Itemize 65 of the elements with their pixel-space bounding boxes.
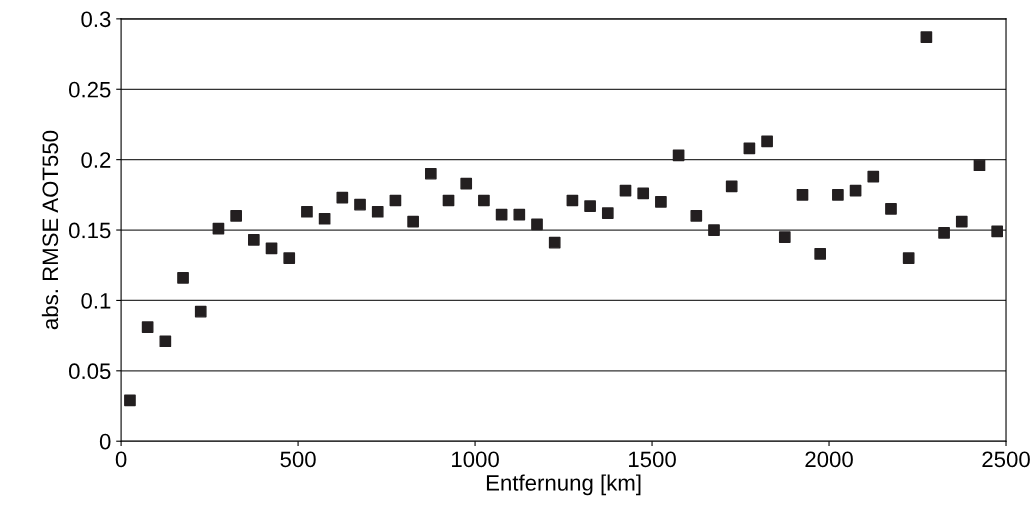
point <box>601 207 614 219</box>
point <box>283 252 296 265</box>
x-tick-label: 500 <box>280 451 316 468</box>
point <box>478 194 490 207</box>
point <box>548 236 561 249</box>
x-tick-label: 1000 <box>452 451 499 468</box>
point <box>708 224 720 236</box>
point <box>265 242 278 255</box>
point <box>655 196 667 208</box>
point <box>973 159 986 172</box>
point <box>301 205 313 218</box>
point <box>796 188 809 201</box>
point <box>637 187 650 200</box>
point <box>371 205 384 218</box>
point <box>212 222 225 235</box>
point <box>336 191 349 204</box>
point <box>566 194 579 207</box>
point <box>761 135 773 148</box>
point <box>407 215 419 228</box>
x-tick-label: 2500 <box>982 451 1030 468</box>
point <box>938 227 950 239</box>
y-tick-label: 0.25 <box>68 81 111 98</box>
point <box>725 180 738 193</box>
point <box>141 321 154 334</box>
point <box>247 234 260 246</box>
x-tick-label: 0 <box>115 451 127 468</box>
point <box>513 208 526 221</box>
point <box>867 170 880 183</box>
point <box>690 210 703 222</box>
point <box>495 208 508 221</box>
point <box>194 305 207 318</box>
point <box>885 203 897 215</box>
point <box>177 272 189 284</box>
point <box>230 210 242 222</box>
x-tick-label: 2000 <box>805 451 853 468</box>
point <box>778 231 791 243</box>
point <box>955 215 968 228</box>
point <box>849 184 862 197</box>
point <box>902 252 915 265</box>
y-axis-title: abs. RMSE AOT550 <box>41 130 59 330</box>
y-tick-label: 0 <box>99 433 111 450</box>
point <box>389 194 402 207</box>
point <box>460 177 473 190</box>
point <box>442 194 455 207</box>
y-tick-label: 0.05 <box>68 363 111 380</box>
point <box>672 149 685 162</box>
point <box>124 394 136 407</box>
point <box>318 212 331 225</box>
point <box>424 167 437 180</box>
point <box>832 188 844 201</box>
point <box>584 200 596 212</box>
point <box>531 218 543 231</box>
y-tick-label: 0.15 <box>68 222 111 239</box>
x-axis-title: Entfernung [km] <box>486 474 641 496</box>
point <box>920 31 933 44</box>
point <box>814 248 827 260</box>
x-tick-label: 1500 <box>629 451 676 468</box>
point <box>991 225 1004 238</box>
point <box>743 142 756 155</box>
y-tick-label: 0.3 <box>81 11 111 28</box>
y-tick-label: 0.2 <box>81 152 111 168</box>
y-tick-label: 0.1 <box>81 292 111 309</box>
point <box>159 335 172 348</box>
point <box>354 198 366 211</box>
point <box>619 184 632 197</box>
